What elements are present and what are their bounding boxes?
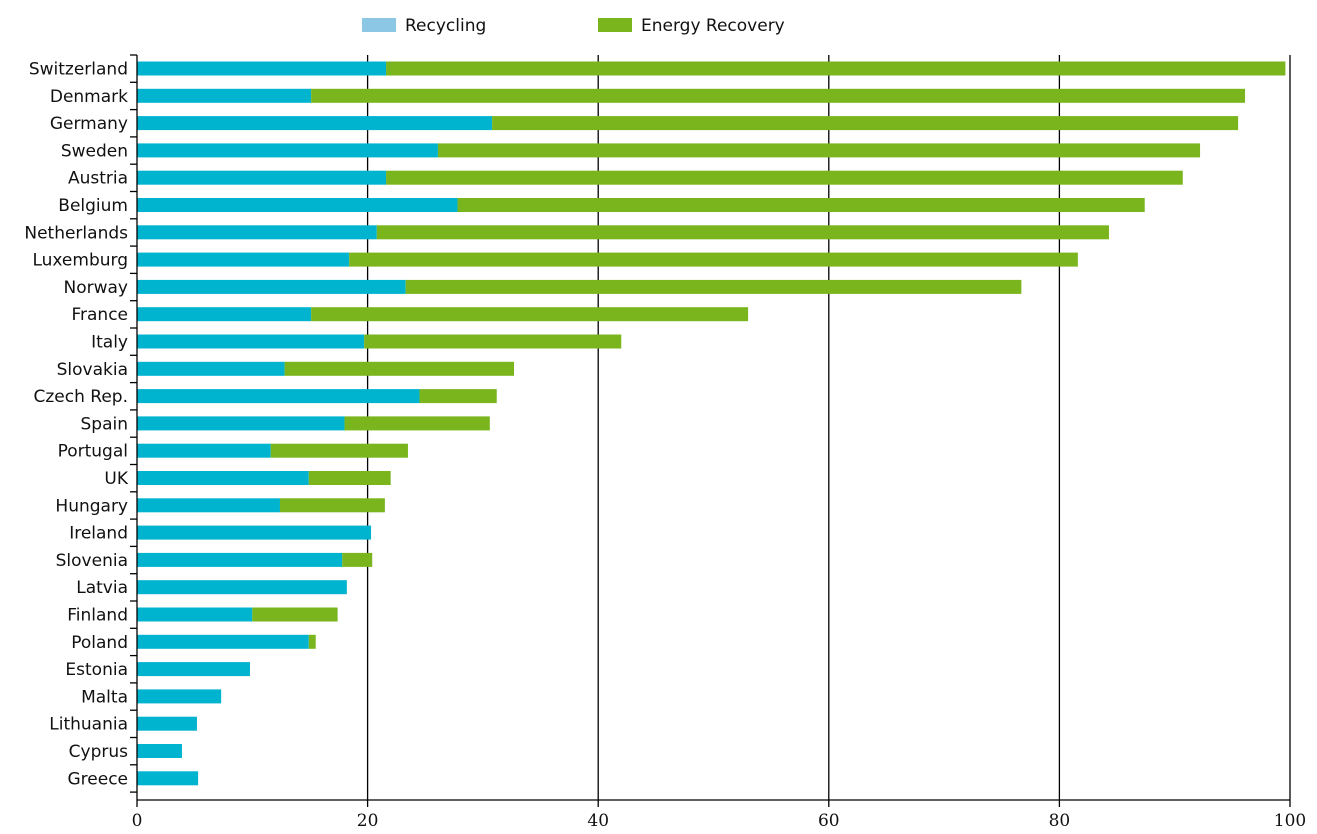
bar-recycling-sweden	[137, 143, 438, 158]
bar-recycling-hungary	[137, 498, 280, 513]
category-label-hungary: Hungary	[55, 496, 128, 516]
bar-energy-recovery-sweden	[437, 143, 1201, 158]
legend: Recycling Energy Recovery	[362, 16, 785, 36]
bar-recycling-luxemburg	[137, 252, 350, 267]
plot-frame	[130, 54, 1291, 807]
bar-energy-recovery-uk	[308, 471, 391, 485]
category-label-italy: Italy	[91, 333, 128, 353]
bar-recycling-cyprus	[137, 744, 182, 758]
category-label-austria: Austria	[68, 169, 128, 189]
bar-energy-recovery-switzerland	[386, 61, 1286, 76]
category-label-netherlands: Netherlands	[24, 223, 128, 243]
category-label-denmark: Denmark	[50, 87, 128, 107]
bar-recycling-finland	[137, 607, 253, 622]
category-label-estonia: Estonia	[65, 660, 128, 680]
bar-recycling-norway	[137, 279, 406, 294]
bar-energy-recovery-denmark	[311, 88, 1246, 103]
bar-energy-recovery-france	[311, 307, 749, 322]
bar-recycling-netherlands	[137, 225, 377, 240]
bar-energy-recovery-slovakia	[284, 361, 515, 376]
bars	[137, 61, 1286, 786]
bar-recycling-spain	[137, 416, 345, 431]
bar-energy-recovery-poland	[308, 634, 316, 649]
bar-recycling-lithuania	[137, 716, 197, 731]
bar-energy-recovery-portugal	[270, 443, 408, 458]
bar-recycling-latvia	[137, 580, 347, 595]
category-label-portugal: Portugal	[58, 442, 128, 462]
category-label-germany: Germany	[50, 114, 128, 134]
category-label-belgium: Belgium	[58, 196, 128, 216]
x-tick-labels: 0 20 40 60 80 100	[132, 811, 1307, 831]
category-label-ireland: Ireland	[69, 524, 128, 544]
bar-recycling-greece	[137, 771, 199, 786]
bar-recycling-slovenia	[137, 552, 343, 567]
category-label-slovenia: Slovenia	[56, 551, 128, 571]
bar-recycling-germany	[137, 116, 493, 131]
bar-energy-recovery-norway	[405, 279, 1022, 294]
category-label-switzerland: Switzerland	[29, 60, 128, 80]
category-label-spain: Spain	[81, 414, 129, 434]
bar-recycling-portugal	[137, 443, 271, 458]
bar-recycling-ireland	[137, 525, 372, 540]
bar-recycling-uk	[137, 471, 309, 485]
category-label-finland: Finland	[67, 606, 128, 626]
bar-energy-recovery-slovenia	[342, 552, 373, 567]
x-tick-label-20: 20	[357, 811, 379, 831]
bar-energy-recovery-germany	[492, 116, 1239, 131]
category-label-malta: Malta	[81, 687, 128, 707]
bar-energy-recovery-austria	[386, 170, 1183, 185]
category-label-slovakia: Slovakia	[57, 360, 128, 380]
bar-recycling-poland	[137, 634, 309, 649]
bar-recycling-denmark	[137, 88, 312, 103]
bar-energy-recovery-finland	[252, 607, 338, 622]
bar-recycling-belgium	[137, 198, 458, 212]
x-tick-label-100: 100	[1274, 811, 1306, 831]
bar-recycling-france	[137, 307, 312, 322]
category-label-uk: UK	[104, 469, 128, 489]
bar-recycling-austria	[137, 170, 387, 185]
x-tick-label-80: 80	[1049, 811, 1071, 831]
category-label-greece: Greece	[67, 769, 128, 789]
bar-energy-recovery-czech-rep	[419, 389, 497, 404]
bar-energy-recovery-belgium	[457, 198, 1145, 212]
legend-label-recycling: Recycling	[405, 16, 486, 36]
bar-recycling-malta	[137, 689, 222, 704]
category-label-lithuania: Lithuania	[49, 715, 128, 735]
bar-recycling-estonia	[137, 662, 250, 677]
category-label-cyprus: Cyprus	[69, 742, 128, 762]
bar-recycling-italy	[137, 334, 365, 349]
category-label-luxemburg: Luxemburg	[32, 251, 128, 271]
bar-energy-recovery-spain	[344, 416, 490, 431]
category-label-poland: Poland	[71, 633, 128, 653]
category-labels: Switzerland Denmark Germany Sweden Austria Be…	[24, 60, 128, 790]
category-label-czech-rep: Czech Rep.	[34, 387, 128, 407]
bar-energy-recovery-hungary	[279, 498, 385, 513]
category-label-france: France	[71, 305, 128, 325]
bar-recycling-slovakia	[137, 361, 285, 376]
x-tick-label-40: 40	[587, 811, 609, 831]
x-tick-label-0: 0	[132, 811, 143, 831]
legend-label-energy-recovery: Energy Recovery	[641, 16, 785, 36]
category-label-norway: Norway	[64, 278, 129, 298]
bar-recycling-czech-rep	[137, 389, 420, 404]
category-label-latvia: Latvia	[76, 578, 128, 598]
bar-recycling-switzerland	[137, 61, 387, 76]
bar-energy-recovery-netherlands	[376, 225, 1109, 240]
legend-swatch-recycling	[362, 18, 396, 32]
bar-energy-recovery-italy	[364, 334, 622, 349]
x-tick-label-60: 60	[818, 811, 840, 831]
bar-energy-recovery-luxemburg	[349, 252, 1078, 267]
legend-swatch-energy-recovery	[598, 18, 632, 32]
category-label-sweden: Sweden	[61, 141, 128, 161]
